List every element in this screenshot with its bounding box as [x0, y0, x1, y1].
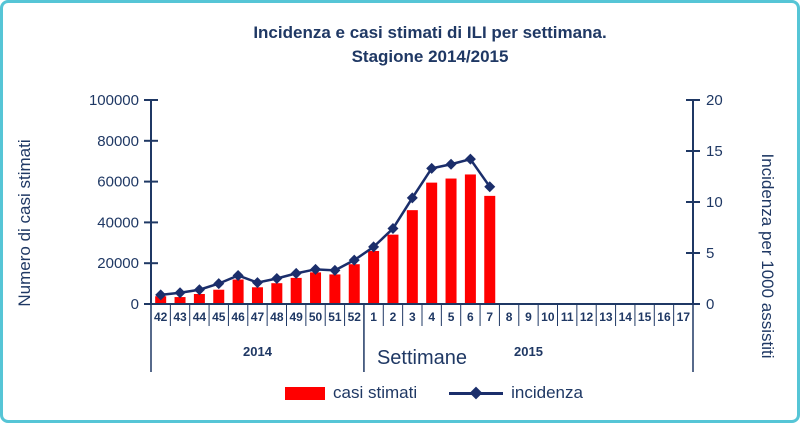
x-tick-label-4: 4	[428, 310, 435, 324]
y-right-tick-label-15: 15	[706, 143, 723, 160]
x-tick-label-6: 6	[467, 310, 474, 324]
x-tick-label-5: 5	[448, 310, 455, 324]
x-tick-label-2: 2	[390, 310, 397, 324]
incidence-point-week-5	[445, 158, 457, 170]
y-left-tick-label-100000: 100000	[89, 92, 139, 109]
incidence-point-week-51	[329, 264, 341, 276]
y-left-tick-label-20000: 20000	[97, 255, 139, 272]
y-right-tick-label-0: 0	[706, 296, 714, 313]
year-group-label-2014: 2014	[243, 344, 272, 359]
bar-week-4	[426, 182, 438, 304]
bar-week-46	[232, 279, 244, 304]
bar-week-43	[174, 297, 186, 304]
bar-week-52	[348, 264, 360, 304]
legend-item-incidenza: incidenza	[431, 383, 583, 403]
bar-week-7	[484, 195, 496, 304]
incidence-point-week-2	[387, 223, 399, 235]
bar-week-50	[310, 272, 322, 304]
incidence-point-week-45	[213, 278, 225, 290]
incidence-point-week-7	[484, 181, 496, 193]
y-left-tick-label-80000: 80000	[97, 133, 139, 150]
incidence-point-week-47	[251, 277, 263, 289]
incidence-point-week-6	[464, 153, 476, 165]
incidence-line	[160, 157, 491, 297]
legend-item-casi-stimati: casi stimati	[285, 383, 417, 403]
incidence-point-week-4	[426, 162, 438, 174]
x-tick-label-43: 43	[173, 310, 187, 324]
x-tick-label-44: 44	[193, 310, 207, 324]
x-tick-label-7: 7	[486, 310, 493, 324]
x-tick-label-47: 47	[251, 310, 265, 324]
bar-week-51	[329, 274, 341, 304]
legend: casi stimati incidenza	[163, 383, 705, 403]
x-tick-label-9: 9	[525, 310, 532, 324]
incidence-point-week-43	[174, 287, 186, 299]
x-tick-label-10: 10	[541, 310, 555, 324]
x-tick-label-52: 52	[348, 310, 362, 324]
bar-week-3	[406, 210, 418, 304]
bar-week-2	[387, 234, 399, 304]
incidence-point-week-50	[310, 263, 322, 275]
incidence-point-week-46	[232, 269, 244, 281]
x-tick-label-15: 15	[638, 310, 652, 324]
x-tick-label-17: 17	[677, 310, 691, 324]
bar-week-48	[271, 283, 283, 304]
incidence-point-week-49	[290, 267, 302, 279]
x-tick-label-11: 11	[561, 310, 574, 324]
incidence-point-week-42	[155, 289, 167, 301]
bar-week-6	[464, 174, 476, 304]
incidence-point-week-1	[368, 241, 380, 253]
legend-label-incidenza: incidenza	[511, 383, 583, 402]
incidence-point-week-48	[271, 273, 283, 284]
x-tick-label-13: 13	[599, 310, 613, 324]
x-tick-label-14: 14	[619, 310, 633, 324]
x-tick-label-49: 49	[289, 310, 303, 324]
incidence-point-week-3	[406, 192, 418, 204]
bar-week-47	[251, 287, 263, 304]
x-tick-label-16: 16	[657, 310, 671, 324]
bar-swatch-icon	[285, 386, 326, 400]
x-tick-label-50: 50	[309, 310, 323, 324]
y-left-tick-label-40000: 40000	[97, 214, 139, 231]
x-tick-label-45: 45	[212, 310, 226, 324]
y-right-tick-label-5: 5	[706, 245, 714, 262]
x-tick-label-12: 12	[580, 310, 594, 324]
incidence-point-week-52	[348, 254, 360, 266]
x-tick-label-51: 51	[328, 310, 342, 324]
y-left-tick-label-60000: 60000	[97, 174, 139, 191]
x-tick-label-3: 3	[409, 310, 416, 324]
incidence-point-week-44	[193, 284, 205, 296]
bar-week-1	[368, 250, 380, 304]
bar-week-45	[213, 289, 225, 304]
x-tick-label-8: 8	[506, 310, 513, 324]
x-tick-label-46: 46	[231, 310, 245, 324]
line-diamond-icon	[449, 386, 504, 400]
y-right-tick-label-10: 10	[706, 194, 723, 211]
bar-week-49	[290, 277, 302, 304]
year-group-label-2015: 2015	[514, 344, 543, 359]
chart-title-line1: Incidenza e casi stimati di ILI per sett…	[253, 23, 607, 42]
y-left-tick-label-0: 0	[131, 296, 139, 313]
chart-title-line2: Stagione 2014/2015	[351, 47, 509, 66]
bar-week-44	[193, 294, 205, 304]
x-tick-label-1: 1	[370, 310, 377, 324]
x-tick-label-48: 48	[270, 310, 284, 324]
legend-label-casi-stimati: casi stimati	[333, 383, 418, 402]
x-tick-label-42: 42	[154, 310, 168, 324]
bar-week-5	[445, 178, 457, 304]
y-right-tick-label-20: 20	[706, 92, 723, 109]
